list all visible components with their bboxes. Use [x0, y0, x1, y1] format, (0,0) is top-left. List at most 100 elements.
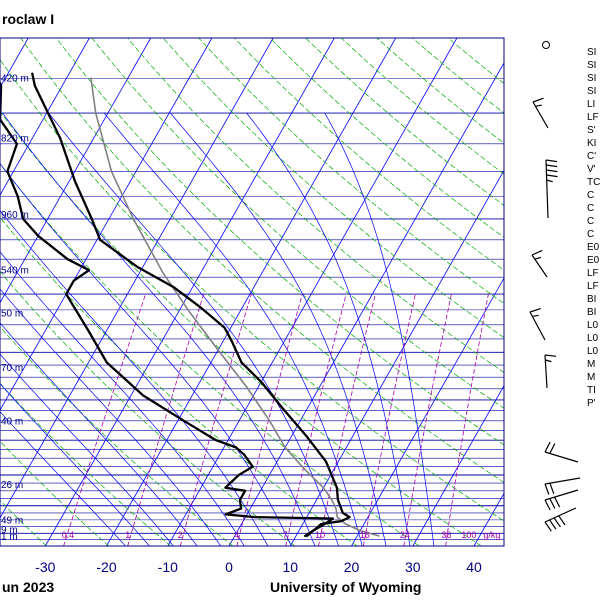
index-label: E0 — [587, 255, 600, 266]
moist-adiabat-line — [0, 288, 222, 546]
isotherm-line — [473, 492, 504, 546]
mixing-ratio-label: 4 — [234, 530, 239, 540]
mixing-ratio-line — [63, 293, 147, 546]
index-label: C' — [587, 151, 596, 162]
x-tick-label: -20 — [96, 559, 116, 575]
index-label: C — [587, 229, 594, 240]
dry-adiabat-line — [340, 38, 504, 175]
mixing-ratio-line — [127, 293, 205, 546]
wind-barb — [532, 97, 549, 129]
barb-staff — [545, 159, 549, 219]
index-label: M — [587, 359, 595, 370]
mixing-ratio-label: 24 — [400, 530, 410, 540]
footer-credit: University of Wyoming — [270, 579, 421, 595]
dry-adiabat-line — [0, 270, 296, 546]
dry-adiabat-line — [234, 38, 504, 271]
wind-barb — [545, 159, 558, 219]
height-label: 49 m — [1, 515, 23, 526]
moist-adiabat-line — [0, 251, 245, 546]
moist-adiabat-line — [246, 112, 411, 546]
mixing-ratio-line — [285, 293, 347, 546]
moist-adiabat-line — [170, 112, 387, 546]
x-tick-label: 10 — [283, 559, 299, 575]
dry-adiabat-line — [0, 216, 358, 546]
dry-adiabat-line — [0, 382, 172, 546]
temperature-line — [31, 72, 351, 538]
mixing-ratio-line — [403, 293, 452, 546]
index-label: L0 — [587, 333, 599, 344]
height-label: 540 m — [1, 266, 29, 277]
index-label: L0 — [587, 320, 599, 331]
wind-barb — [544, 507, 577, 532]
isotherm-line — [44, 38, 335, 546]
barb-feather — [546, 169, 558, 173]
index-label: C — [587, 203, 594, 214]
barb-staff — [544, 477, 581, 485]
dry-adiabat-line — [0, 110, 482, 546]
index-label: C — [587, 216, 594, 227]
index-label: TI — [587, 385, 596, 396]
mixing-ratio-label: 10 — [315, 530, 325, 540]
plot-frame — [0, 37, 505, 547]
barb-feather — [532, 314, 539, 317]
mixing-ratio-label: 0.4 — [62, 530, 75, 540]
moist-adiabat-line — [0, 322, 198, 546]
mixing-ratio-label: g/kg — [483, 530, 500, 540]
barb-feather — [529, 307, 541, 313]
isotherm-line — [0, 38, 274, 519]
index-label: S' — [587, 125, 596, 136]
barb-staff — [544, 489, 579, 501]
barb-feather — [549, 443, 556, 454]
x-tick-label: 30 — [405, 559, 421, 575]
mixing-ratio-label: 7 — [283, 530, 288, 540]
index-label: SI — [587, 60, 596, 71]
x-tick-label: 20 — [344, 559, 360, 575]
moist-adiabat-line — [2, 112, 316, 546]
dry-adiabat-line — [20, 38, 504, 483]
barb-feather — [532, 97, 544, 103]
index-label: BI — [587, 307, 596, 318]
dewpoint-line — [0, 80, 335, 538]
height-label: 820 m — [1, 133, 29, 144]
index-label: LI — [587, 99, 595, 110]
mixing-ratio-line — [236, 293, 303, 546]
index-label: SI — [587, 86, 596, 97]
height-label: 50 m — [1, 308, 23, 319]
barb-feather — [531, 249, 543, 256]
barb-feather — [546, 179, 553, 183]
mixing-ratio-label: 16 — [360, 530, 370, 540]
wind-barb — [531, 249, 548, 278]
index-label: P' — [587, 398, 596, 409]
mixing-ratio-label: 2 — [178, 530, 183, 540]
dry-adiabat-line — [91, 38, 504, 409]
index-label: LF — [587, 268, 599, 279]
isotherm-line — [0, 38, 152, 304]
chart-series — [0, 72, 380, 538]
dry-adiabat-line — [305, 38, 504, 206]
height-label: 9 m — [1, 525, 18, 536]
index-label: E0 — [587, 242, 600, 253]
barb-feather — [544, 483, 550, 495]
index-label: M — [587, 372, 595, 383]
barb-feather — [535, 104, 542, 107]
barb-staff — [529, 311, 546, 341]
height-labels: 420 m 820 m 960 m 540 m 50 m 70 m 40 m 26 m 49 m… — [1, 74, 29, 543]
index-label: C — [587, 190, 594, 201]
barb-feather — [544, 499, 551, 511]
wind-barb — [544, 477, 581, 495]
index-label: SI — [587, 73, 596, 84]
height-label: 40 m — [1, 416, 23, 427]
barb-feather — [544, 441, 551, 453]
mixing-ratio-label: 1 — [125, 530, 130, 540]
index-label: LF — [587, 112, 599, 123]
isotherm-line — [351, 277, 504, 546]
chart-title: roclaw I — [2, 11, 54, 27]
mixing-ratio-line — [362, 293, 416, 546]
index-label: TC — [587, 177, 600, 188]
height-label: 420 m — [1, 74, 29, 85]
barb-feather — [546, 174, 558, 178]
height-label: 70 m — [1, 363, 23, 374]
x-tick-label: -30 — [35, 559, 55, 575]
dry-adiabat-line — [0, 440, 110, 546]
